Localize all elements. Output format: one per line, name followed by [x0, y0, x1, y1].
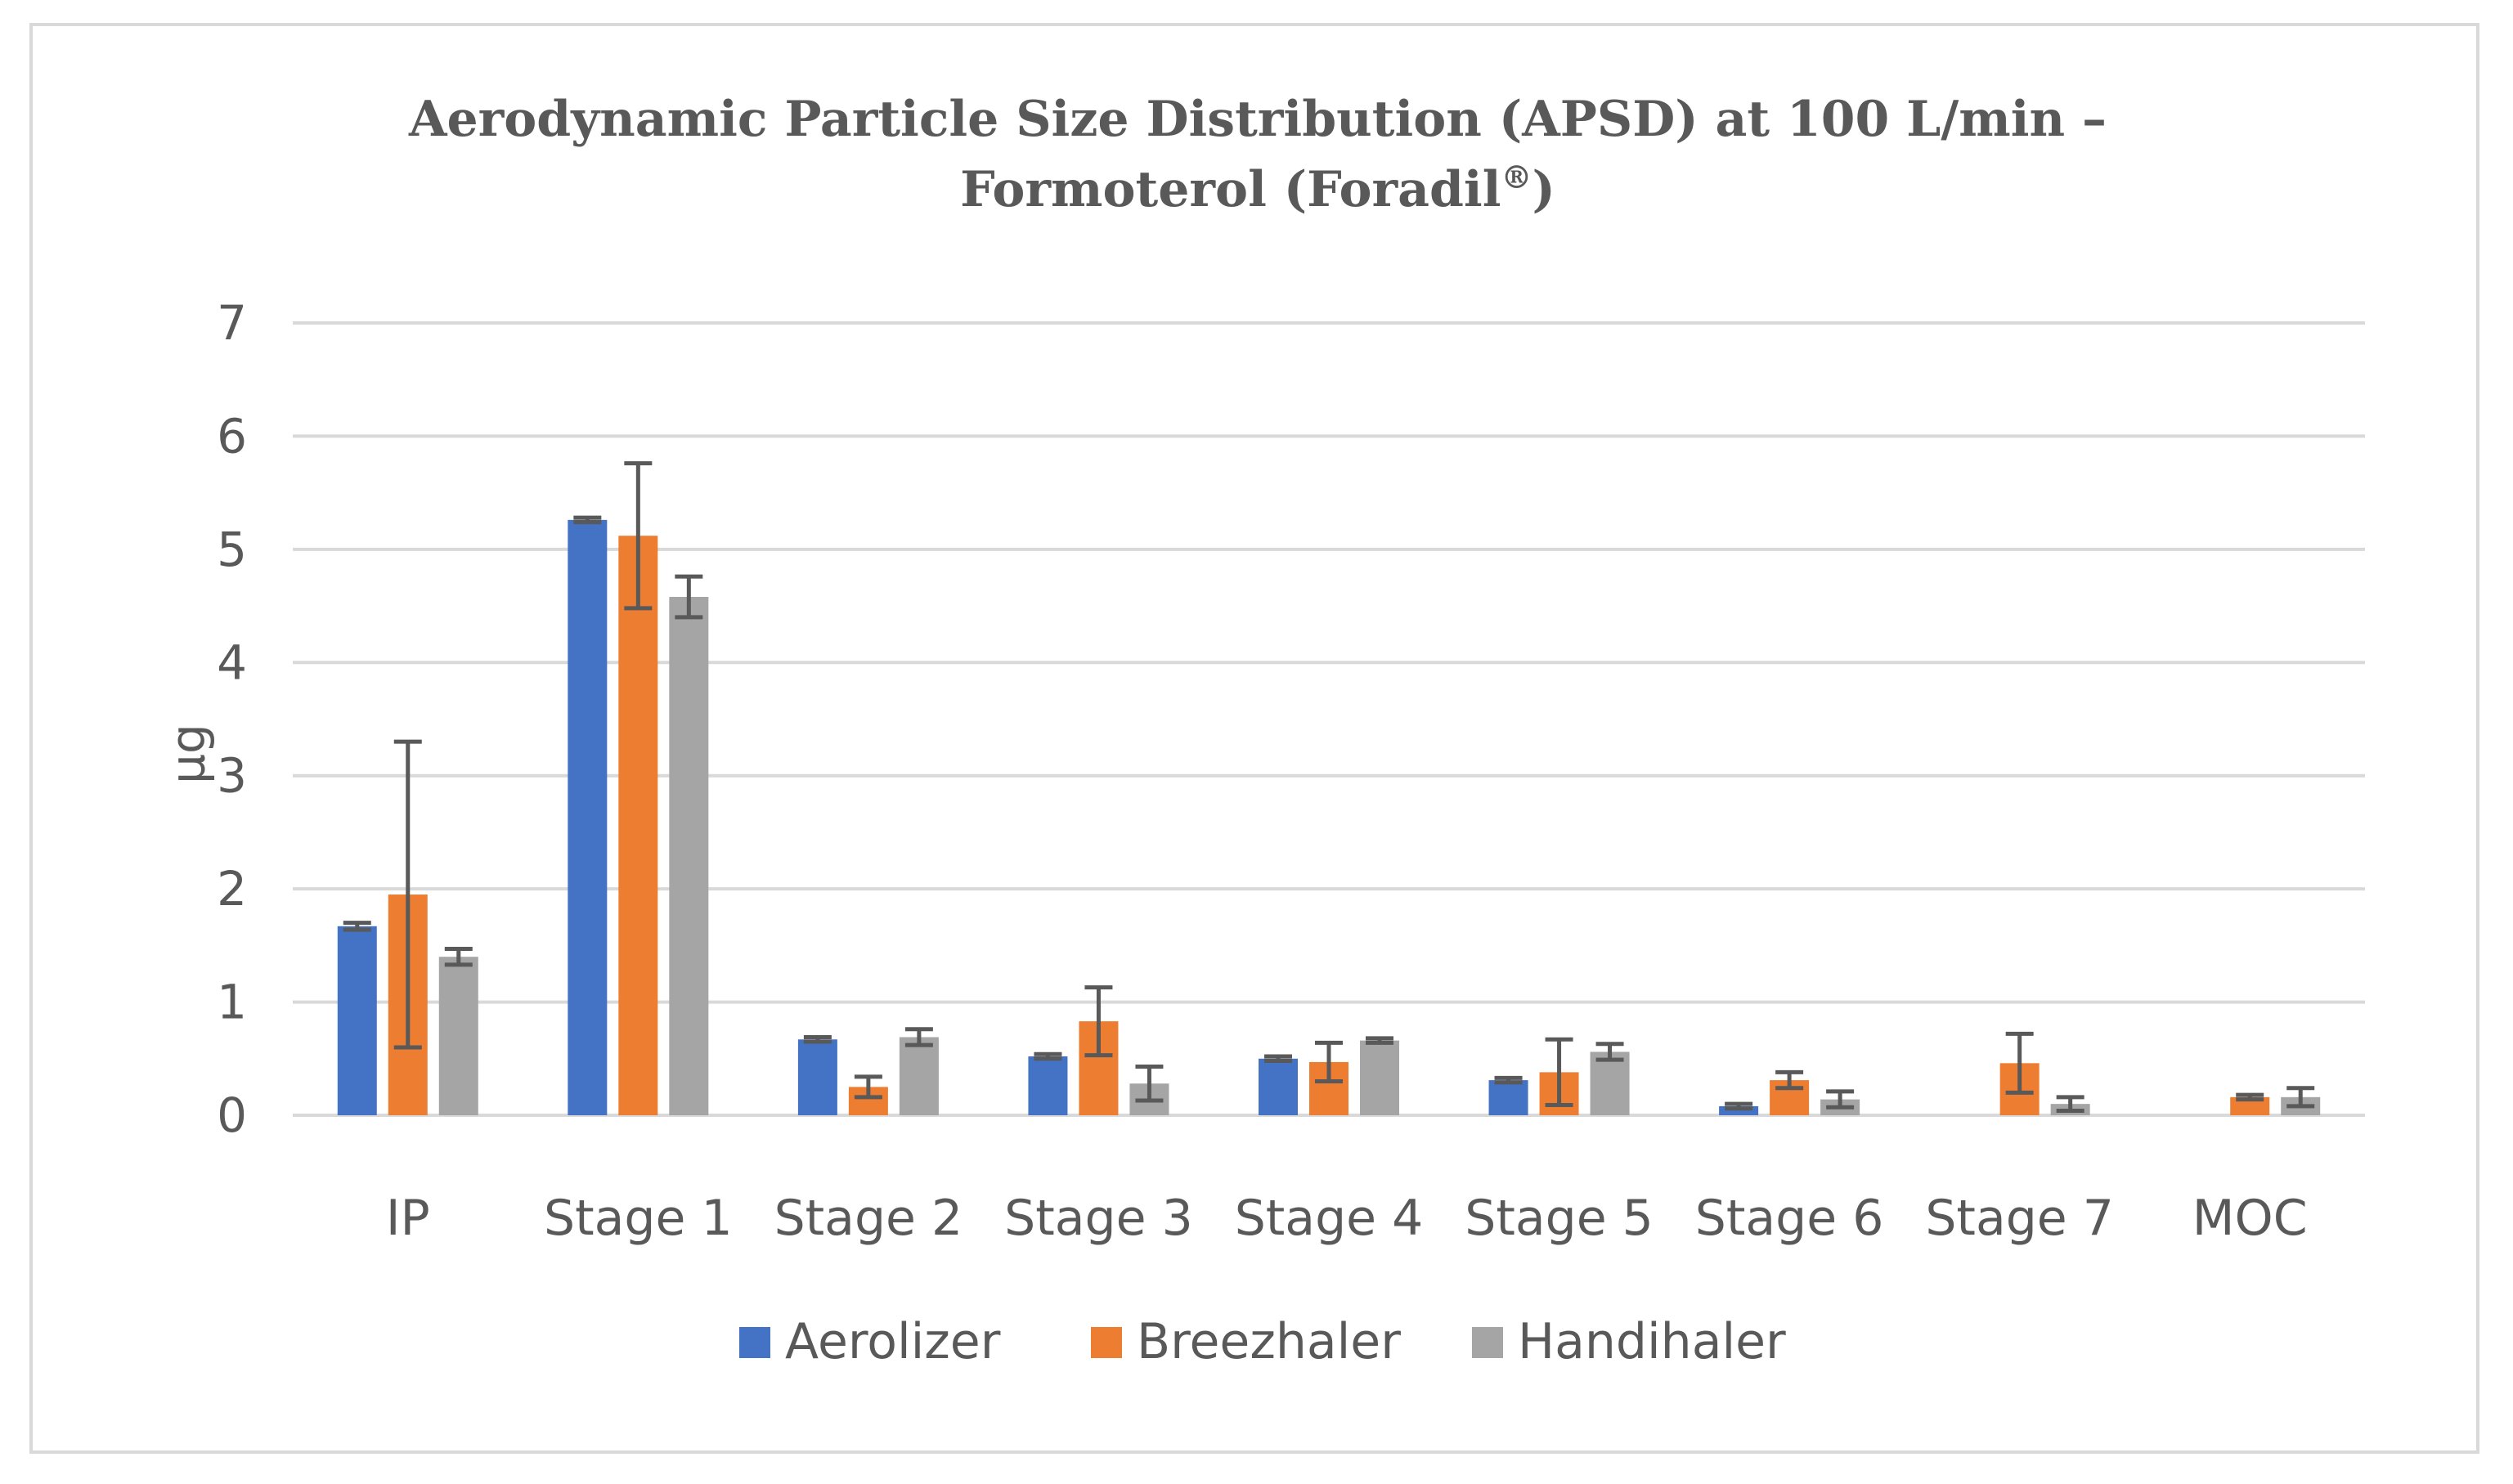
- bar-handihaler-1: [669, 596, 709, 1115]
- error-bar-handihaler-3: [1135, 1064, 1164, 1103]
- y-tick-label-0: 0: [217, 1087, 247, 1143]
- y-tick-label-4: 4: [217, 634, 247, 690]
- error-bar-handihaler-2: [904, 1027, 933, 1047]
- error-bar-breezhaler-6: [1775, 1069, 1804, 1091]
- chart-frame: Aerodynamic Particle Size Distribution (…: [29, 23, 2479, 1454]
- category-label-8: MOC: [2192, 1190, 2308, 1247]
- category-label-5: Stage 5: [1465, 1190, 1654, 1247]
- category-label-7: Stage 7: [1925, 1190, 2114, 1247]
- error-bar-aerolizer-4: [1264, 1054, 1292, 1064]
- error-bar-breezhaler-2: [854, 1074, 882, 1100]
- bar-aerolizer-3: [1028, 1056, 1068, 1115]
- y-tick-label-2: 2: [217, 861, 247, 917]
- legend-swatch-aerolizer: [739, 1327, 770, 1358]
- error-bar-breezhaler-7: [2005, 1031, 2034, 1095]
- error-bar-handihaler-5: [1595, 1042, 1624, 1062]
- chart-title-line-2: Formoterol (Foradil®): [960, 159, 1555, 218]
- legend: Aerolizer Breezhaler Handihaler: [739, 1313, 1786, 1370]
- bar-handihaler-5: [1590, 1051, 1630, 1115]
- y-tick-label-5: 5: [217, 522, 247, 577]
- legend-label-aerolizer: Aerolizer: [785, 1313, 1001, 1370]
- y-tick-label-7: 7: [217, 295, 247, 351]
- error-bar-handihaler-1: [675, 574, 703, 620]
- legend-label-handihaler: Handihaler: [1518, 1313, 1786, 1370]
- chart-title-line-1: Aerodynamic Particle Size Distribution (…: [408, 91, 2107, 148]
- error-bar-breezhaler-3: [1084, 985, 1113, 1058]
- legend-label-breezhaler: Breezhaler: [1137, 1313, 1401, 1370]
- error-bar-breezhaler-8: [2236, 1092, 2264, 1102]
- bar-breezhaler-1: [618, 536, 658, 1115]
- chart-title-line-2-main: Formoterol (Foradil: [960, 161, 1501, 218]
- bar-aerolizer-2: [797, 1039, 837, 1115]
- category-label-1: Stage 1: [544, 1190, 733, 1247]
- y-tick-labels: 0 1 2 3 4 5 6 7: [217, 295, 247, 1143]
- bar-aerolizer-1: [568, 519, 608, 1115]
- error-bar-breezhaler-4: [1315, 1040, 1343, 1083]
- y-axis-label: µg: [160, 724, 216, 784]
- bar-handihaler-4: [1360, 1040, 1399, 1115]
- error-bar-handihaler-4: [1366, 1036, 1393, 1045]
- category-labels: IP Stage 1 Stage 2 Stage 3 Stage 4 Stage 5 Sta…: [386, 1190, 2308, 1247]
- legend-swatch-breezhaler: [1091, 1327, 1122, 1358]
- error-bar-handihaler-8: [2286, 1086, 2315, 1109]
- category-label-3: Stage 3: [1004, 1190, 1193, 1247]
- error-bar-breezhaler-1: [624, 461, 653, 611]
- bar-handihaler-0: [438, 957, 478, 1115]
- bar-aerolizer-0: [337, 926, 377, 1115]
- error-bars: [343, 461, 2315, 1113]
- chart: Aerodynamic Particle Size Distribution (…: [160, 91, 2365, 1370]
- error-bar-breezhaler-5: [1545, 1037, 1573, 1108]
- chart-title-closing: ): [1532, 161, 1555, 218]
- category-label-4: Stage 4: [1235, 1190, 1424, 1247]
- chart-title-registered-mark: ®: [1501, 159, 1532, 195]
- category-label-0: IP: [386, 1190, 430, 1247]
- category-label-2: Stage 2: [774, 1190, 963, 1247]
- y-tick-label-6: 6: [217, 408, 247, 464]
- error-bar-handihaler-0: [444, 947, 473, 967]
- error-bar-handihaler-7: [2056, 1095, 2084, 1113]
- error-bar-aerolizer-6: [1725, 1101, 1753, 1111]
- error-bar-aerolizer-1: [573, 515, 602, 525]
- bar-breezhaler-8: [2230, 1096, 2270, 1115]
- error-bar-aerolizer-3: [1034, 1051, 1062, 1061]
- error-bar-aerolizer-2: [803, 1034, 832, 1044]
- bar-aerolizer-6: [1719, 1105, 1759, 1115]
- y-tick-label-1: 1: [217, 975, 247, 1030]
- bar-aerolizer-4: [1259, 1058, 1298, 1115]
- error-bar-aerolizer-0: [343, 921, 371, 932]
- legend-swatch-handihaler: [1472, 1327, 1503, 1358]
- bar-aerolizer-5: [1488, 1080, 1528, 1115]
- legend-item-breezhaler: Breezhaler: [1091, 1313, 1401, 1370]
- bar-handihaler-2: [899, 1037, 939, 1115]
- category-label-6: Stage 6: [1695, 1190, 1884, 1247]
- error-bar-handihaler-6: [1826, 1089, 1855, 1110]
- legend-item-aerolizer: Aerolizer: [739, 1313, 1001, 1370]
- legend-item-handihaler: Handihaler: [1472, 1313, 1786, 1370]
- error-bar-breezhaler-0: [393, 739, 422, 1050]
- error-bar-aerolizer-5: [1494, 1075, 1523, 1085]
- y-tick-label-3: 3: [217, 748, 247, 804]
